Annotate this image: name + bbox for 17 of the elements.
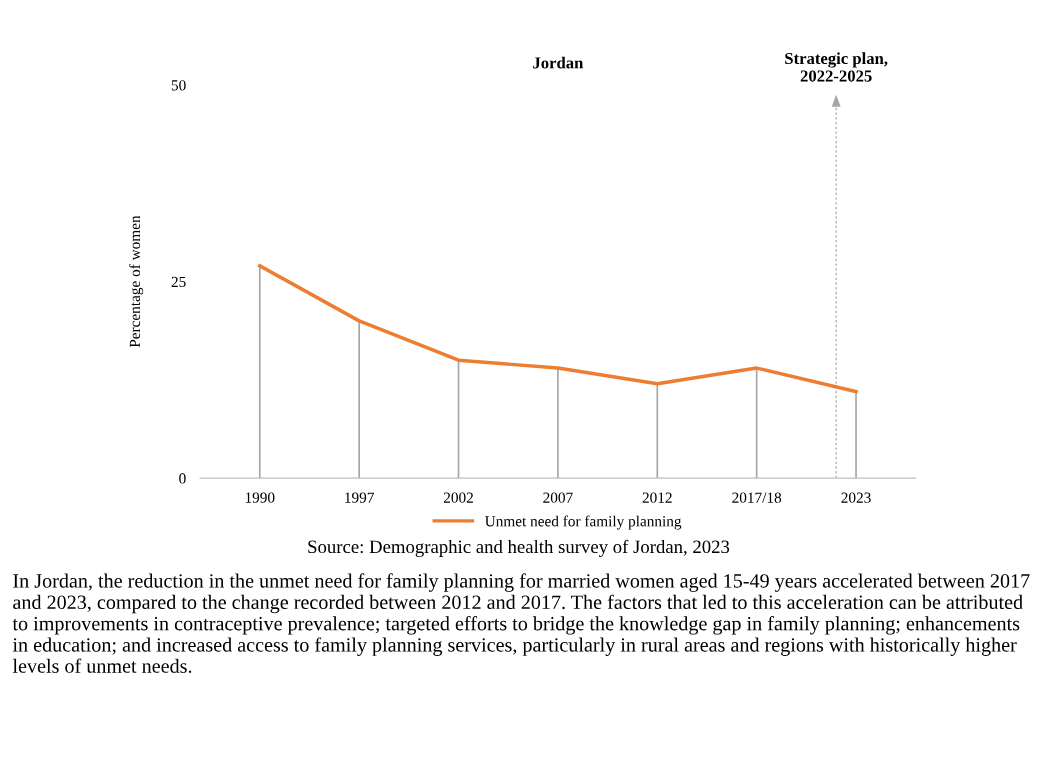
text: Strategic plan, 2022-2025 xyxy=(785,52,888,82)
x-tick-label: 2017/18 xyxy=(732,492,782,503)
x-tick-label: 1990 xyxy=(245,492,275,503)
x-tick-label: 2023 xyxy=(841,492,871,503)
text: In Jordan, the reduction in the unmet need for family planning for married women aged 15-49 years accelerated between 2017 and 2023, compared to the change recorded between 2012 and 2017. The factors that led to this acceleration can be attributed to improvements in contraceptive prevalence; targeted efforts to bridge the knowledge gap in family planning; enhancements in education; and increased access to family planning services, particularly in rural areas and regions with historically higher levels of unmet needs. xyxy=(12,573,1030,673)
source-note: Source: Demographic and health survey of Jordan, 2023 xyxy=(308,539,730,557)
x-tick-label: 1997 xyxy=(345,492,374,503)
legend-label: Unmet need for family planning xyxy=(485,515,682,530)
x-tick-label: 2007 xyxy=(543,492,573,503)
y-tick-label: 25 xyxy=(171,276,186,288)
y-tick-label: 50 xyxy=(171,80,186,91)
y-axis-title: Percentage of women xyxy=(129,215,144,348)
x-tick-label: 2002 xyxy=(443,492,473,503)
chart-title: Jordan xyxy=(533,56,584,69)
x-tick-label: 2012 xyxy=(642,492,672,503)
line-series xyxy=(258,264,858,394)
y-tick-label: 0 xyxy=(179,473,186,484)
